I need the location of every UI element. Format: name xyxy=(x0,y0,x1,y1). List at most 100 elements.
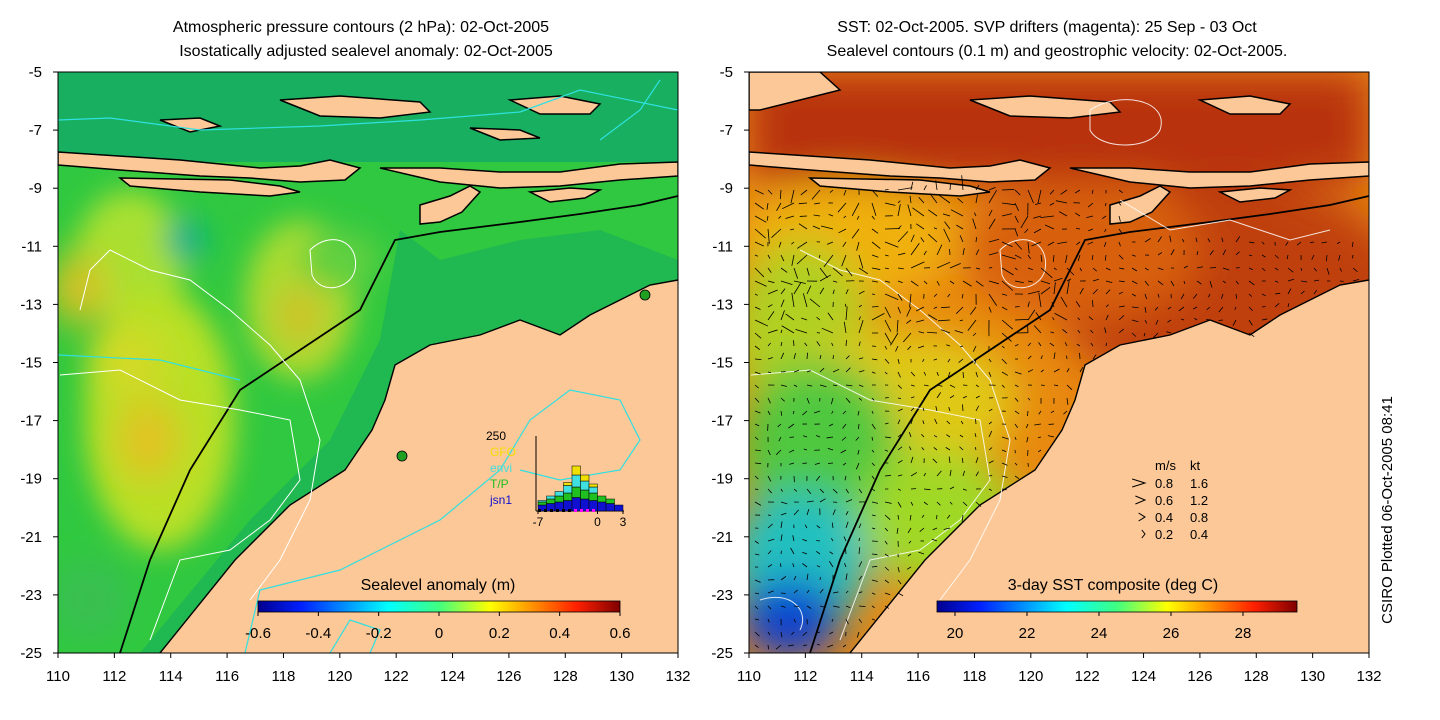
velocity-vector xyxy=(897,267,904,270)
velocity-vector xyxy=(871,618,876,621)
velocity-vector xyxy=(962,280,972,287)
velocity-vector xyxy=(1075,189,1081,194)
velocity-vector xyxy=(975,280,984,287)
velocity-vector xyxy=(1025,423,1029,429)
velocity-vector xyxy=(975,249,980,256)
velocity-vector xyxy=(1014,384,1019,388)
velocity-vector xyxy=(897,488,901,491)
velocity-vector xyxy=(856,631,860,638)
velocity-vector xyxy=(857,410,860,416)
velocity-vector xyxy=(962,470,965,477)
velocity-vector xyxy=(754,618,760,621)
velocity-vector xyxy=(897,579,902,585)
velocity-vector xyxy=(793,618,796,623)
y-tick-label: -23 xyxy=(711,587,733,604)
velocity-vector xyxy=(884,501,892,504)
velocity-vector xyxy=(832,509,836,516)
velocity-vector xyxy=(1001,189,1015,191)
velocity-vector xyxy=(933,293,938,298)
velocity-vector xyxy=(1060,189,1068,195)
velocity-vector xyxy=(858,488,863,494)
velocity-vector xyxy=(1001,319,1014,330)
velocity-vector xyxy=(800,189,808,196)
velocity-vector xyxy=(909,514,912,521)
velocity-vector xyxy=(780,631,783,638)
velocity-vector xyxy=(975,501,982,507)
velocity-vector xyxy=(1287,267,1294,273)
inset-bar xyxy=(554,495,564,503)
velocity-vector xyxy=(806,267,810,276)
velocity-vector xyxy=(767,357,773,360)
colorbar-tick-label: 0 xyxy=(435,625,443,642)
velocity-vector xyxy=(843,215,847,219)
velocity-vector xyxy=(858,397,863,401)
y-tick-label: -11 xyxy=(712,238,733,255)
velocity-vector xyxy=(823,254,834,268)
velocity-vector xyxy=(791,292,795,308)
x-tick-label: 126 xyxy=(1187,668,1212,685)
velocity-vector xyxy=(1040,369,1044,373)
velocity-vector xyxy=(1044,224,1055,230)
left-anomaly-highs xyxy=(58,255,320,480)
velocity-vector xyxy=(1014,254,1022,259)
velocity-vector xyxy=(941,306,951,309)
velocity-vector xyxy=(933,306,938,309)
velocity-vector xyxy=(1192,293,1198,299)
right-coastline xyxy=(849,279,1369,653)
velocity-vector xyxy=(910,501,914,506)
velocity-vector xyxy=(1014,215,1019,223)
velocity-vector xyxy=(897,434,902,438)
velocity-vector xyxy=(945,447,951,451)
velocity-vector xyxy=(1038,410,1042,415)
velocity-vector xyxy=(1053,277,1063,282)
velocity-vector xyxy=(1101,215,1107,219)
velocity-vector xyxy=(780,501,788,505)
velocity-vector xyxy=(1196,280,1202,285)
velocity-vector xyxy=(961,293,964,299)
inset-bar xyxy=(537,500,547,503)
velocity-vector xyxy=(1118,315,1125,321)
velocity-vector xyxy=(897,419,901,425)
velocity-vector xyxy=(1180,318,1185,321)
velocity-vector xyxy=(1001,371,1008,376)
inset-legend-entry: jsn1 xyxy=(489,493,512,507)
velocity-vector xyxy=(936,384,943,387)
velocity-vector xyxy=(1248,254,1253,257)
inset-bar xyxy=(580,474,590,482)
x-tick-label: 118 xyxy=(962,668,986,685)
velocity-vector xyxy=(819,274,832,282)
velocity-vector xyxy=(793,340,795,347)
velocity-vector xyxy=(975,384,980,388)
velocity-vector xyxy=(1001,280,1014,291)
velocity-vector xyxy=(832,368,840,373)
velocity-key-arrow xyxy=(1138,512,1146,522)
velocity-vector xyxy=(830,397,834,405)
velocity-vector xyxy=(1248,332,1255,338)
velocity-vector xyxy=(1035,312,1042,321)
velocity-vector xyxy=(1103,241,1107,247)
velocity-vector xyxy=(1014,319,1029,321)
velocity-vector xyxy=(780,329,783,334)
velocity-vector xyxy=(988,187,996,191)
velocity-vector xyxy=(1118,189,1123,194)
velocity-vector xyxy=(1062,329,1068,334)
velocity-vector xyxy=(946,420,951,425)
velocity-vector xyxy=(1207,238,1211,243)
velocity-vector xyxy=(1118,328,1125,334)
right-title: SST: 02-Oct-2005. SVP drifters (magenta)… xyxy=(837,19,1257,36)
velocity-vector xyxy=(1001,332,1012,342)
y-tick-label: -17 xyxy=(711,413,733,430)
velocity-vector xyxy=(1066,278,1072,282)
velocity-vector xyxy=(1118,254,1124,260)
velocity-vector xyxy=(1105,289,1111,295)
velocity-vector xyxy=(988,218,996,230)
velocity-vector xyxy=(858,512,862,516)
velocity-vector xyxy=(1261,254,1266,258)
velocity-vector xyxy=(754,462,762,465)
velocity-vector xyxy=(1261,318,1268,321)
inset-sample-mark xyxy=(544,509,547,512)
velocity-vector xyxy=(933,227,938,230)
velocity-vector xyxy=(1274,254,1279,259)
velocity-vector xyxy=(754,319,769,327)
velocity-vector xyxy=(1027,355,1032,360)
